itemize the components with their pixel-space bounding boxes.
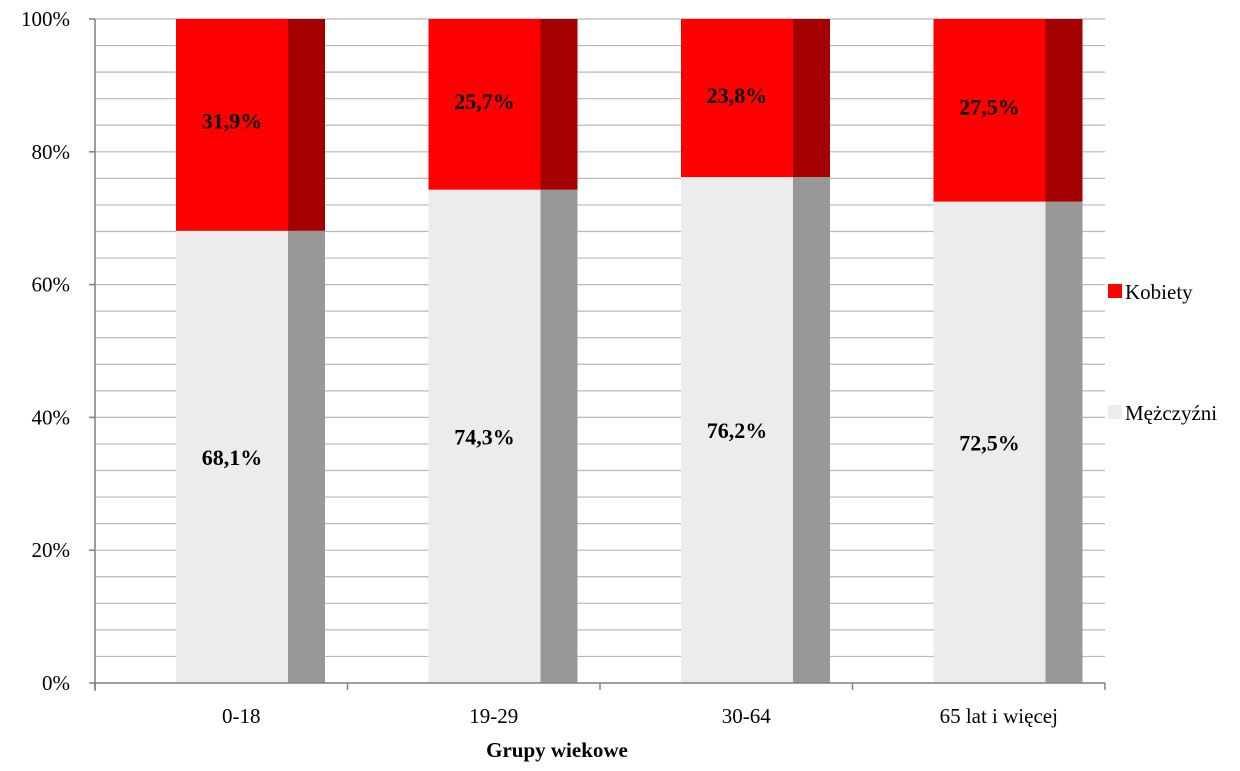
x-axis-title: Grupy wiekowe: [486, 738, 628, 762]
data-label: 25,7%: [454, 89, 515, 114]
x-tick-label: 0-18: [222, 704, 261, 728]
axes-layer: 0% 20% 40% 60% 80% 100% 0-18 19-29 30-64 65 lat i…: [21, 7, 1106, 728]
bar-mezczyzni: [933, 201, 1046, 683]
data-label: 31,9%: [202, 109, 263, 134]
data-label: 74,3%: [454, 424, 515, 449]
bar-kobiety: [681, 19, 793, 178]
bar-kobiety: [428, 19, 541, 190]
legend-swatch-kobiety: [1108, 284, 1122, 298]
bar-side-kobiety: [288, 19, 325, 231]
bar-mezczyzni: [681, 177, 793, 684]
y-tick-label: 40%: [32, 405, 71, 429]
labels-layer: 68,1% 31,9% 74,3% 25,7% 76,2% 23,8% 72,5% 27,5%: [202, 83, 1020, 470]
legend-swatch-mezczyzni: [1108, 405, 1122, 419]
bar-kobiety: [933, 19, 1046, 202]
bar-side-mezczyzni: [1045, 201, 1083, 683]
y-tick-label: 80%: [32, 140, 71, 164]
x-tick-label: 65 lat i więcej: [940, 704, 1058, 728]
data-label: 76,2%: [707, 418, 768, 443]
x-tick-label: 19-29: [469, 704, 518, 728]
bar-mezczyzni: [428, 189, 541, 683]
bar-side-kobiety: [540, 19, 578, 190]
bar-side-mezczyzni: [793, 177, 830, 684]
bar-side-kobiety: [1045, 19, 1083, 202]
bars-layer: [176, 19, 1083, 684]
legend-label-mezczyzni: Mężczyźni: [1125, 401, 1217, 425]
y-tick-label: 20%: [32, 538, 71, 562]
bar-side-mezczyzni: [288, 230, 325, 684]
data-label: 23,8%: [707, 83, 768, 108]
y-tick-label: 60%: [32, 273, 71, 297]
legend: Kobiety Mężczyźni: [1108, 280, 1217, 425]
data-label: 68,1%: [202, 445, 263, 470]
bar-side-mezczyzni: [540, 189, 578, 683]
legend-label-kobiety: Kobiety: [1125, 280, 1193, 304]
bar-kobiety: [176, 19, 288, 231]
x-tick-label: 30-64: [722, 704, 771, 728]
y-tick-label: 100%: [21, 7, 70, 31]
data-label: 27,5%: [959, 95, 1020, 120]
y-tick-label: 0%: [42, 671, 70, 695]
data-label: 72,5%: [959, 430, 1020, 455]
bar-mezczyzni: [176, 230, 288, 684]
bar-side-kobiety: [793, 19, 830, 178]
